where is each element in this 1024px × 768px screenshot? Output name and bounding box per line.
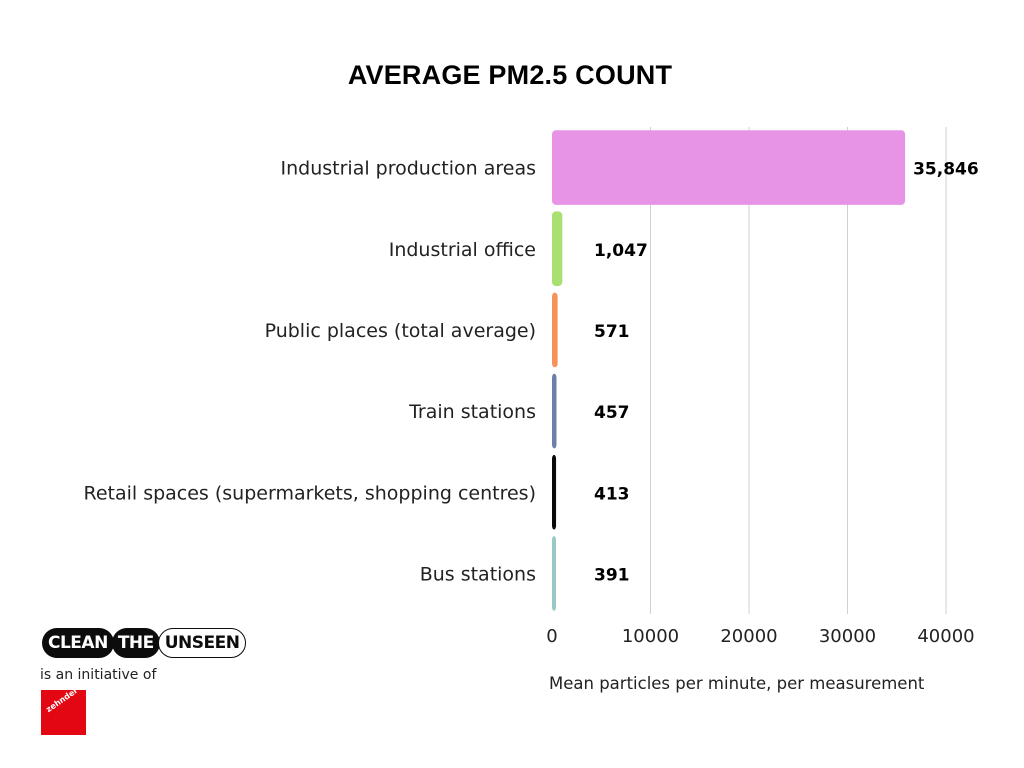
bar <box>552 130 906 205</box>
category-label: Public places (total average) <box>265 320 536 342</box>
x-axis-ticks: 0 10000 20000 30000 40000 <box>546 626 974 647</box>
bars <box>552 130 906 611</box>
x-tick-label: 0 <box>546 626 557 647</box>
data-label: 35,846 <box>913 160 979 180</box>
x-axis-label: Mean particles per minute, per measureme… <box>549 674 925 693</box>
x-tick-label: 20000 <box>720 626 777 647</box>
category-labels: Industrial production areas Industrial of… <box>83 158 536 586</box>
x-tick-label: 40000 <box>917 626 974 647</box>
logo-word-clean: CLEAN <box>42 628 114 658</box>
data-label: 1,047 <box>594 241 648 261</box>
x-tick-label: 10000 <box>622 626 679 647</box>
initiative-text: is an initiative of <box>40 667 157 683</box>
category-label: Train stations <box>408 401 536 423</box>
bar <box>552 292 558 368</box>
category-label: Retail spaces (supermarkets, shopping ce… <box>83 482 536 504</box>
clean-the-unseen-logo: CLEAN THE UNSEEN <box>42 627 247 659</box>
value-labels: 35,846 1,047 571 457 413 391 <box>594 160 979 586</box>
category-label: Industrial office <box>389 239 536 261</box>
bar <box>552 536 556 611</box>
logo-word-unseen: UNSEEN <box>157 628 247 658</box>
category-label: Bus stations <box>420 563 536 585</box>
zehnder-logo-text: zehnder <box>44 690 80 715</box>
chart-title: AVERAGE PM2.5 COUNT <box>347 60 673 90</box>
bar <box>552 211 563 287</box>
data-label: 571 <box>594 322 630 342</box>
bar <box>552 454 557 530</box>
zehnder-logo: zehnder <box>41 690 86 735</box>
data-label: 391 <box>594 565 630 585</box>
logo-word-the: THE <box>111 628 160 658</box>
x-tick-label: 30000 <box>819 626 876 647</box>
data-label: 457 <box>594 403 630 423</box>
grid-lines <box>650 127 947 614</box>
data-label: 413 <box>594 484 630 504</box>
category-label: Industrial production areas <box>281 158 536 180</box>
bar <box>552 373 557 449</box>
